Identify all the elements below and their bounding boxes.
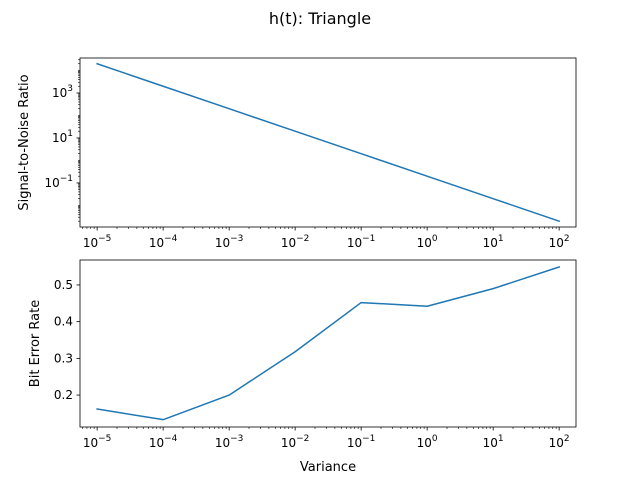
x-tick-label: 100: [417, 434, 438, 450]
x-tick-label: 102: [549, 234, 570, 250]
x-tick-label: 10−4: [149, 434, 178, 450]
x-tick-label: 100: [417, 234, 438, 250]
x-tick-label: 10−2: [281, 434, 310, 450]
y-axis-label: Signal-to-Noise Ratio: [17, 74, 32, 210]
x-tick-label: 10−4: [149, 234, 178, 250]
y-tick-label: 103: [52, 84, 73, 100]
y-tick-label: 0.2: [54, 388, 73, 402]
x-tick-label: 102: [549, 434, 570, 450]
axes-frame: [79, 57, 577, 228]
axes-frame: [79, 259, 577, 428]
x-tick-label: 10−5: [83, 234, 112, 250]
series-line: [96, 266, 561, 421]
y-tick-label: 0.4: [54, 315, 73, 329]
x-tick-label: 10−5: [83, 434, 112, 450]
y-tick-label: 101: [52, 129, 73, 145]
snr-subplot: 10−5 10−4 10−3 10−2 10−1 100 101 102 10−1 101 103 S…: [17, 57, 577, 250]
y-tick-label: 10−1: [44, 174, 73, 190]
x-tick-label: 10−2: [281, 234, 310, 250]
figure-title: h(t): Triangle: [269, 9, 371, 28]
y-tick-label: 0.5: [54, 278, 73, 292]
x-tick-label: 101: [483, 234, 504, 250]
x-tick-label: 10−1: [347, 234, 376, 250]
y-axis-label: Bit Error Rate: [28, 300, 43, 387]
y-tick-label: 0.3: [54, 351, 73, 365]
x-axis-label: Variance: [300, 460, 356, 475]
x-tick-label: 10−3: [215, 434, 244, 450]
x-tick-label: 10−3: [215, 234, 244, 250]
x-tick-label: 10−1: [347, 434, 376, 450]
series-line: [96, 62, 561, 223]
x-tick-label: 101: [483, 434, 504, 450]
ber-subplot: 10−5 10−4 10−3 10−2 10−1 100 101 102 0.2 0.3 0.4 0.…: [28, 259, 577, 475]
